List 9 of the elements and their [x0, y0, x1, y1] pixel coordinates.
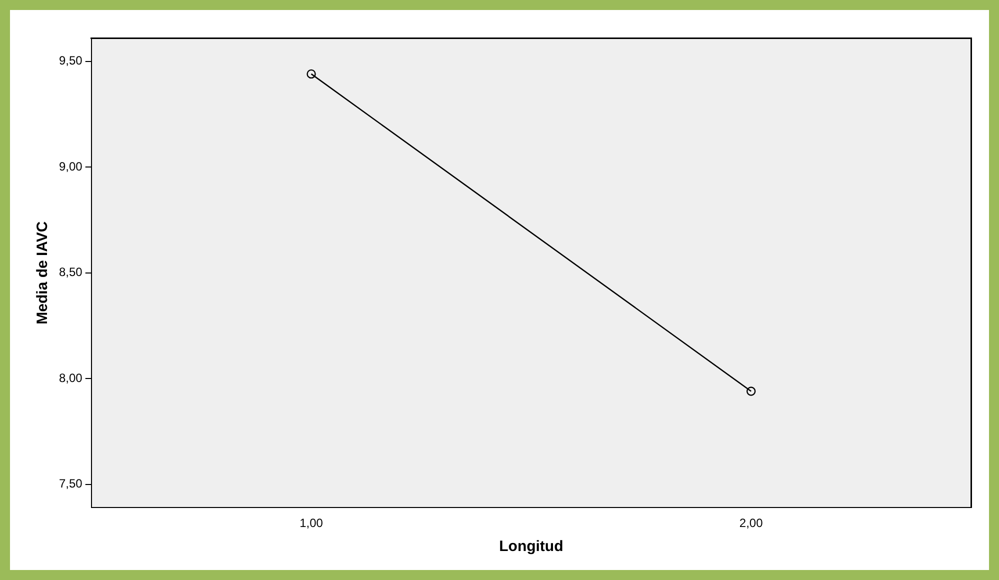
- y-tick-label: 9,00: [58, 159, 83, 174]
- x-tick-label: 1,00: [300, 516, 324, 530]
- y-tick-label: 7,50: [58, 476, 83, 491]
- y-tick-label: 8,00: [58, 370, 83, 385]
- x-tick-label: 2,00: [739, 516, 764, 530]
- y-axis-title: Media de IAVC: [34, 221, 52, 324]
- x-axis-title: Longitud: [499, 538, 564, 556]
- y-tick-label: 8,50: [58, 265, 83, 280]
- y-tick-label: 9,50: [58, 54, 83, 68]
